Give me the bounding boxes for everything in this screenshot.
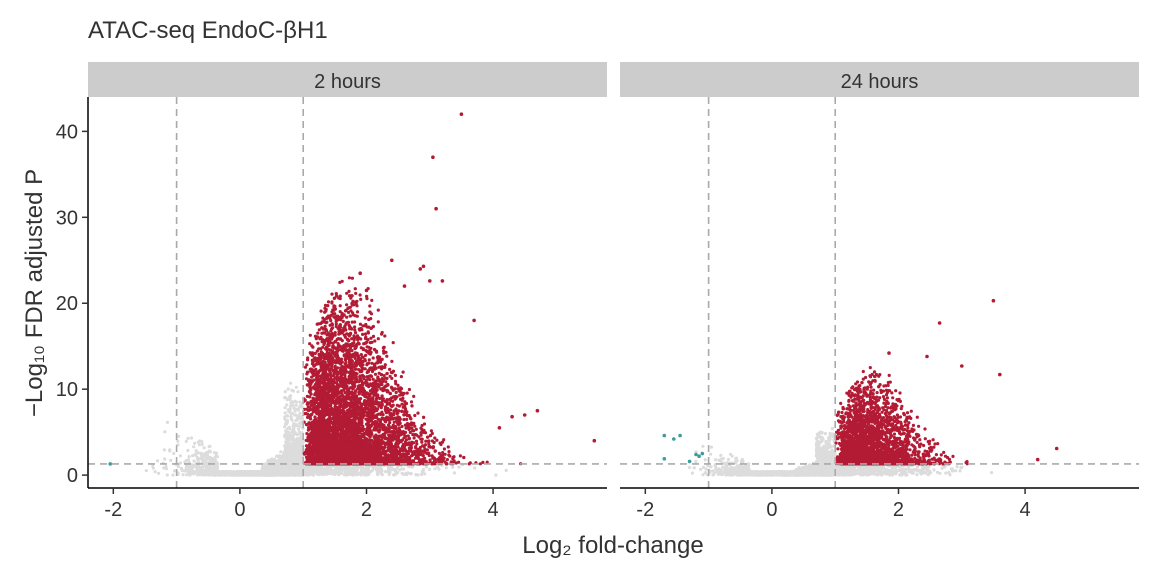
upregulated-point: [402, 284, 407, 288]
downregulated-point: [694, 452, 698, 457]
chart-title: ATAC-seq EndoC-βH1: [88, 17, 328, 44]
upregulated-point: [960, 364, 964, 368]
panel-2-hours: [88, 97, 607, 488]
panel-2-label: 24 hours: [841, 71, 919, 93]
upregulated-point: [434, 206, 438, 211]
upregulated-point: [418, 267, 423, 271]
x-axis-label: Log₂ fold-change: [522, 532, 703, 559]
background-points-cloud: [687, 427, 994, 477]
x-tick-label: 2: [361, 499, 372, 521]
upregulated-point: [510, 414, 514, 419]
x-axis-panel-2: -2 0 2 4: [620, 487, 1139, 521]
x-tick-label: 0: [234, 499, 245, 521]
upregulated-points-cloud: [834, 366, 969, 466]
upregulated-point: [497, 426, 502, 430]
panel-1-label: 2 hours: [314, 71, 381, 93]
y-tick-label: 20: [56, 293, 78, 315]
threshold-lines: [620, 97, 1139, 488]
y-tick-label: 40: [56, 121, 78, 143]
upregulated-point: [459, 112, 464, 116]
downregulated-point: [662, 433, 667, 438]
x-tick-label: 2: [893, 499, 904, 521]
downregulated-point: [108, 462, 112, 466]
upregulated-point: [1035, 457, 1040, 462]
upregulated-point: [522, 413, 527, 417]
threshold-lines: [88, 97, 607, 488]
downregulated-point: [662, 457, 667, 461]
panel-strip-2: 24 hours: [620, 62, 1139, 97]
panel-strip-1: 2 hours: [88, 62, 607, 97]
upregulated-point: [592, 438, 597, 443]
y-axis: 0 10 20 30 40: [56, 97, 89, 488]
upregulated-point: [937, 321, 942, 325]
upregulated-point: [421, 264, 426, 269]
x-tick-label: 0: [766, 499, 777, 521]
panel-24-hours: [620, 97, 1139, 488]
upregulated-point: [431, 155, 435, 159]
upregulated-point: [440, 279, 445, 283]
downregulated-point: [697, 454, 701, 459]
upregulated-point: [390, 258, 394, 263]
y-tick-label: 30: [56, 207, 78, 229]
upregulated-point: [472, 318, 476, 323]
downregulated-point: [678, 433, 682, 438]
x-tick-label: 4: [488, 499, 499, 521]
upregulated-point: [364, 288, 369, 293]
upregulated-point: [998, 372, 1002, 377]
upregulated-point: [428, 279, 432, 283]
x-tick-label: -2: [636, 499, 654, 521]
upregulated-point: [925, 354, 929, 359]
downregulated-point: [700, 451, 705, 456]
x-tick-label: -2: [104, 499, 122, 521]
upregulated-point: [535, 408, 540, 413]
x-tick-label: 4: [1020, 499, 1031, 521]
y-axis-label: −Log₁₀ FDR adjusted P: [21, 169, 48, 417]
upregulated-point: [887, 351, 891, 355]
upregulated-point: [991, 298, 996, 303]
background-points-cloud: [144, 381, 508, 477]
upregulated-points-cloud: [302, 276, 523, 466]
y-tick-label: 0: [67, 465, 78, 487]
downregulated-point: [687, 459, 692, 464]
upregulated-point: [1054, 446, 1059, 451]
x-axis-panel-1: -2 0 2 4: [88, 487, 607, 521]
y-tick-label: 10: [56, 379, 78, 401]
downregulated-point: [672, 437, 676, 441]
upregulated-point: [358, 271, 363, 276]
